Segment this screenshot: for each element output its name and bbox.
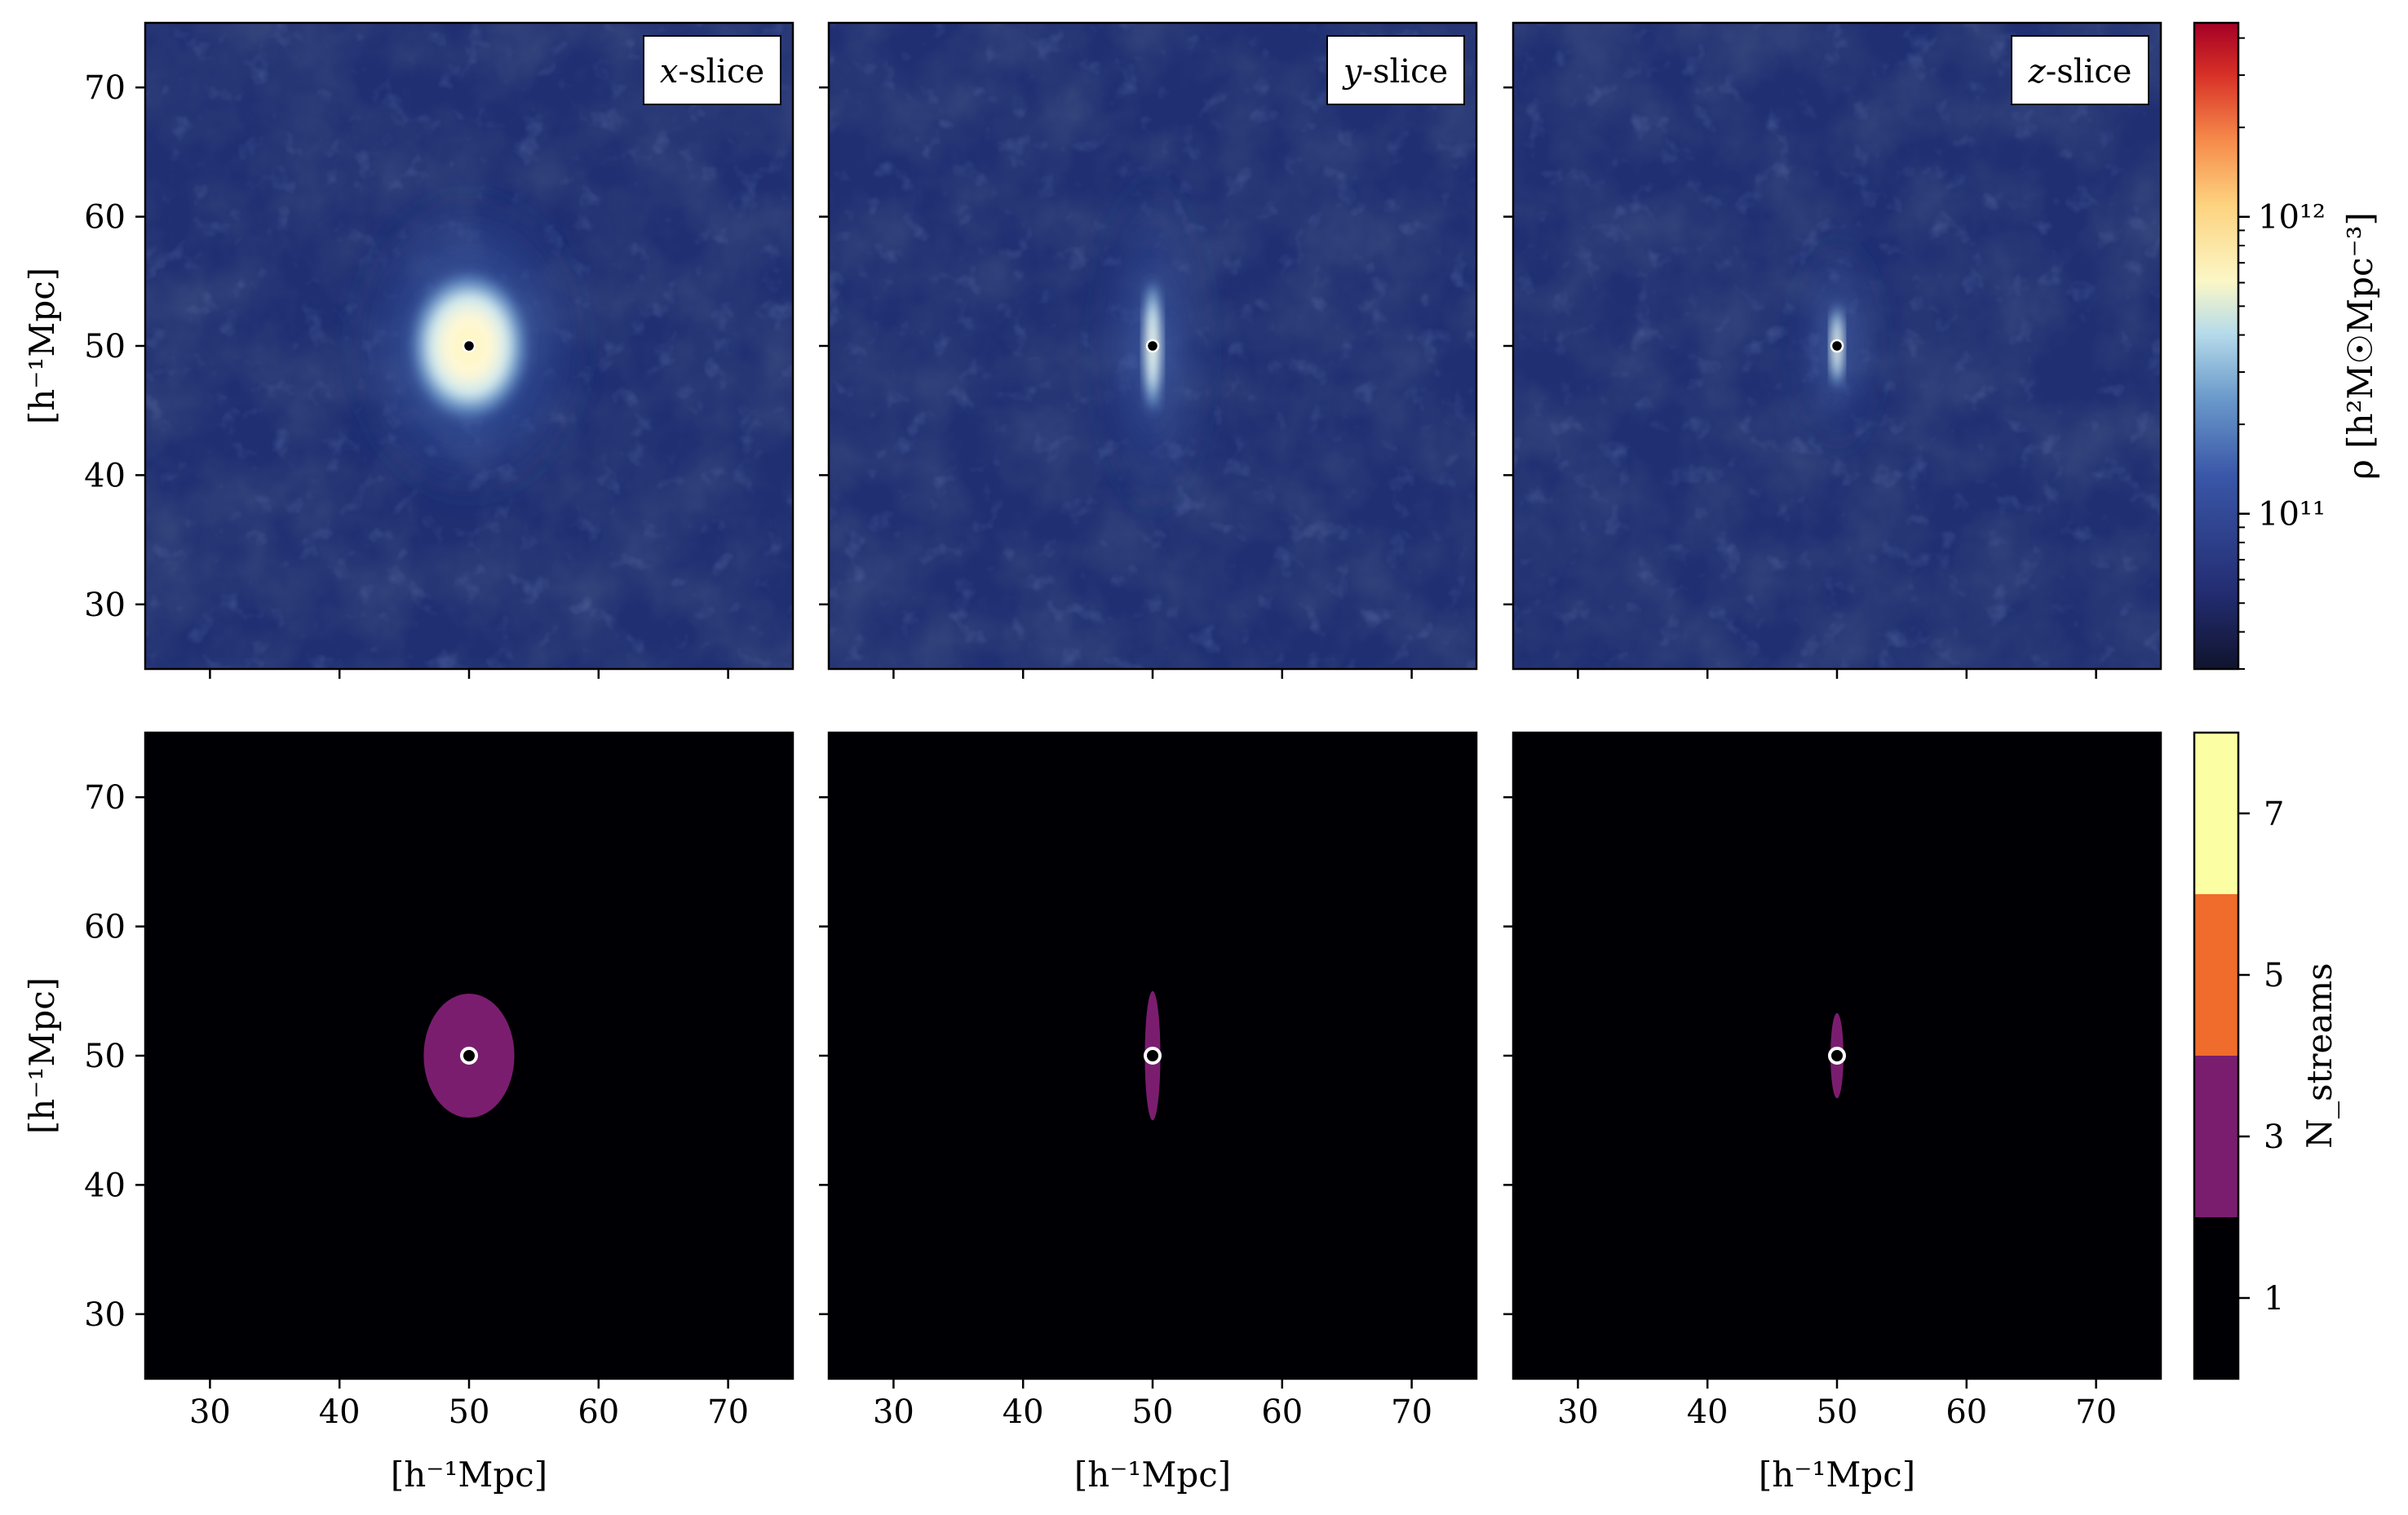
x-tick-label: 70 <box>707 1393 749 1431</box>
center-marker <box>1145 339 1160 353</box>
density-colorbar-gradient <box>2193 21 2240 671</box>
panel-image <box>829 23 1476 669</box>
x-tick-label: 70 <box>1391 1393 1432 1431</box>
streams-colorbar-band <box>2194 733 2238 894</box>
y-tick-label: 70 <box>84 69 126 107</box>
density-colorbar: 10¹¹ 10¹² ρ [h²M☉Mpc⁻³] <box>2193 21 2380 671</box>
panel-streams-x <box>144 731 795 1380</box>
slice-axis-letter: z <box>2028 53 2047 91</box>
panel-density-z: z-slice <box>1512 21 2162 671</box>
y-tick-label: 70 <box>84 779 126 817</box>
y-tick-label: 60 <box>84 909 126 946</box>
panel-image <box>1513 23 2161 669</box>
panel-image <box>1513 733 2161 1379</box>
center-marker <box>1828 1047 1846 1065</box>
x-tick-label: 30 <box>1557 1393 1599 1431</box>
density-colorbar-tick-label: 10¹² <box>2258 199 2326 237</box>
density-colorbar-label: ρ [h²M☉Mpc⁻³] <box>2340 212 2380 480</box>
streams-colorbar-band <box>2194 894 2238 1056</box>
y-tick-label: 40 <box>84 457 126 494</box>
y-tick-label: 60 <box>84 199 126 237</box>
density-colorbar-ticks: 10¹¹ 10¹² <box>2238 37 2326 670</box>
slice-suffix: -slice <box>678 53 764 91</box>
x-tick-label: 40 <box>319 1393 361 1431</box>
x-tick-label: 50 <box>1817 1393 1858 1431</box>
x-tick-label: 40 <box>1003 1393 1044 1431</box>
axes-layer: 30 40 50 60 70 [h⁻¹Mpc] 30 40 50 60 70 30 40 50 60 70 [h… <box>22 69 2117 1495</box>
streams-colorbar-ticks: 1 3 5 7 <box>2238 795 2284 1318</box>
panel-density-y: y-slice <box>827 21 1478 671</box>
slice-label: x-slice <box>660 53 764 91</box>
panel-image <box>145 23 793 669</box>
streams-colorbar-label: N_streams <box>2300 963 2339 1149</box>
x-tick-label: 60 <box>1261 1393 1303 1431</box>
y-tick-label: 50 <box>84 328 126 365</box>
x-tick-label: 70 <box>2075 1393 2117 1431</box>
x-axis-label: [h⁻¹Mpc] <box>391 1455 547 1495</box>
streams-colorbar-tick-label: 1 <box>2264 1280 2284 1318</box>
panel-image <box>145 733 793 1379</box>
y-tick-label: 30 <box>84 587 126 624</box>
panel-image <box>829 733 1476 1379</box>
center-marker <box>1144 1047 1162 1065</box>
x-tick-label: 40 <box>1687 1393 1729 1431</box>
x-tick-label: 50 <box>1132 1393 1174 1431</box>
slice-label: z-slice <box>2028 53 2132 91</box>
panels-layer: x-slice y-slice z-slice <box>144 21 2162 1380</box>
density-colorbar-tick-label: 10¹¹ <box>2258 496 2326 534</box>
streams-colorbar-bands <box>2194 733 2238 1379</box>
streams-colorbar-band <box>2194 1217 2238 1379</box>
slice-label-box <box>1326 35 1465 105</box>
x-tick-label: 30 <box>189 1393 231 1431</box>
x-tick-label: 60 <box>578 1393 619 1431</box>
streams-colorbar-tick-label: 7 <box>2264 795 2284 833</box>
streams-colorbar: 1 3 5 7 N_streams <box>2193 731 2339 1380</box>
x-axis-label: [h⁻¹Mpc] <box>1074 1455 1231 1495</box>
streams-colorbar-frame <box>2193 731 2240 1380</box>
slice-label: y-slice <box>1342 53 1448 91</box>
slice-axis-letter: y <box>1342 53 1363 91</box>
y-tick-label: 40 <box>84 1167 126 1204</box>
panel-streams-y <box>827 731 1478 1380</box>
panel-density-x: x-slice <box>144 21 795 671</box>
center-marker <box>1830 339 1844 353</box>
panel-streams-z <box>1512 731 2162 1380</box>
slice-label-box <box>643 35 781 105</box>
x-tick-label: 30 <box>873 1393 914 1431</box>
slice-axis-letter: x <box>660 53 679 91</box>
streams-colorbar-tick-label: 5 <box>2264 957 2284 994</box>
x-tick-label: 50 <box>449 1393 490 1431</box>
center-marker <box>462 339 476 353</box>
slice-suffix: -slice <box>1361 53 1448 91</box>
x-tick-label: 60 <box>1945 1393 1987 1431</box>
y-axis-label: [h⁻¹Mpc] <box>22 268 62 424</box>
y-axis-label: [h⁻¹Mpc] <box>22 977 62 1134</box>
y-tick-label: 30 <box>84 1296 126 1334</box>
streams-colorbar-band <box>2194 1056 2238 1217</box>
y-tick-label: 50 <box>84 1038 126 1075</box>
slice-suffix: -slice <box>2046 53 2132 91</box>
center-marker <box>460 1047 478 1065</box>
x-axis-label: [h⁻¹Mpc] <box>1759 1455 1915 1495</box>
slice-label-box <box>2011 35 2149 105</box>
streams-colorbar-tick-label: 3 <box>2264 1119 2284 1156</box>
